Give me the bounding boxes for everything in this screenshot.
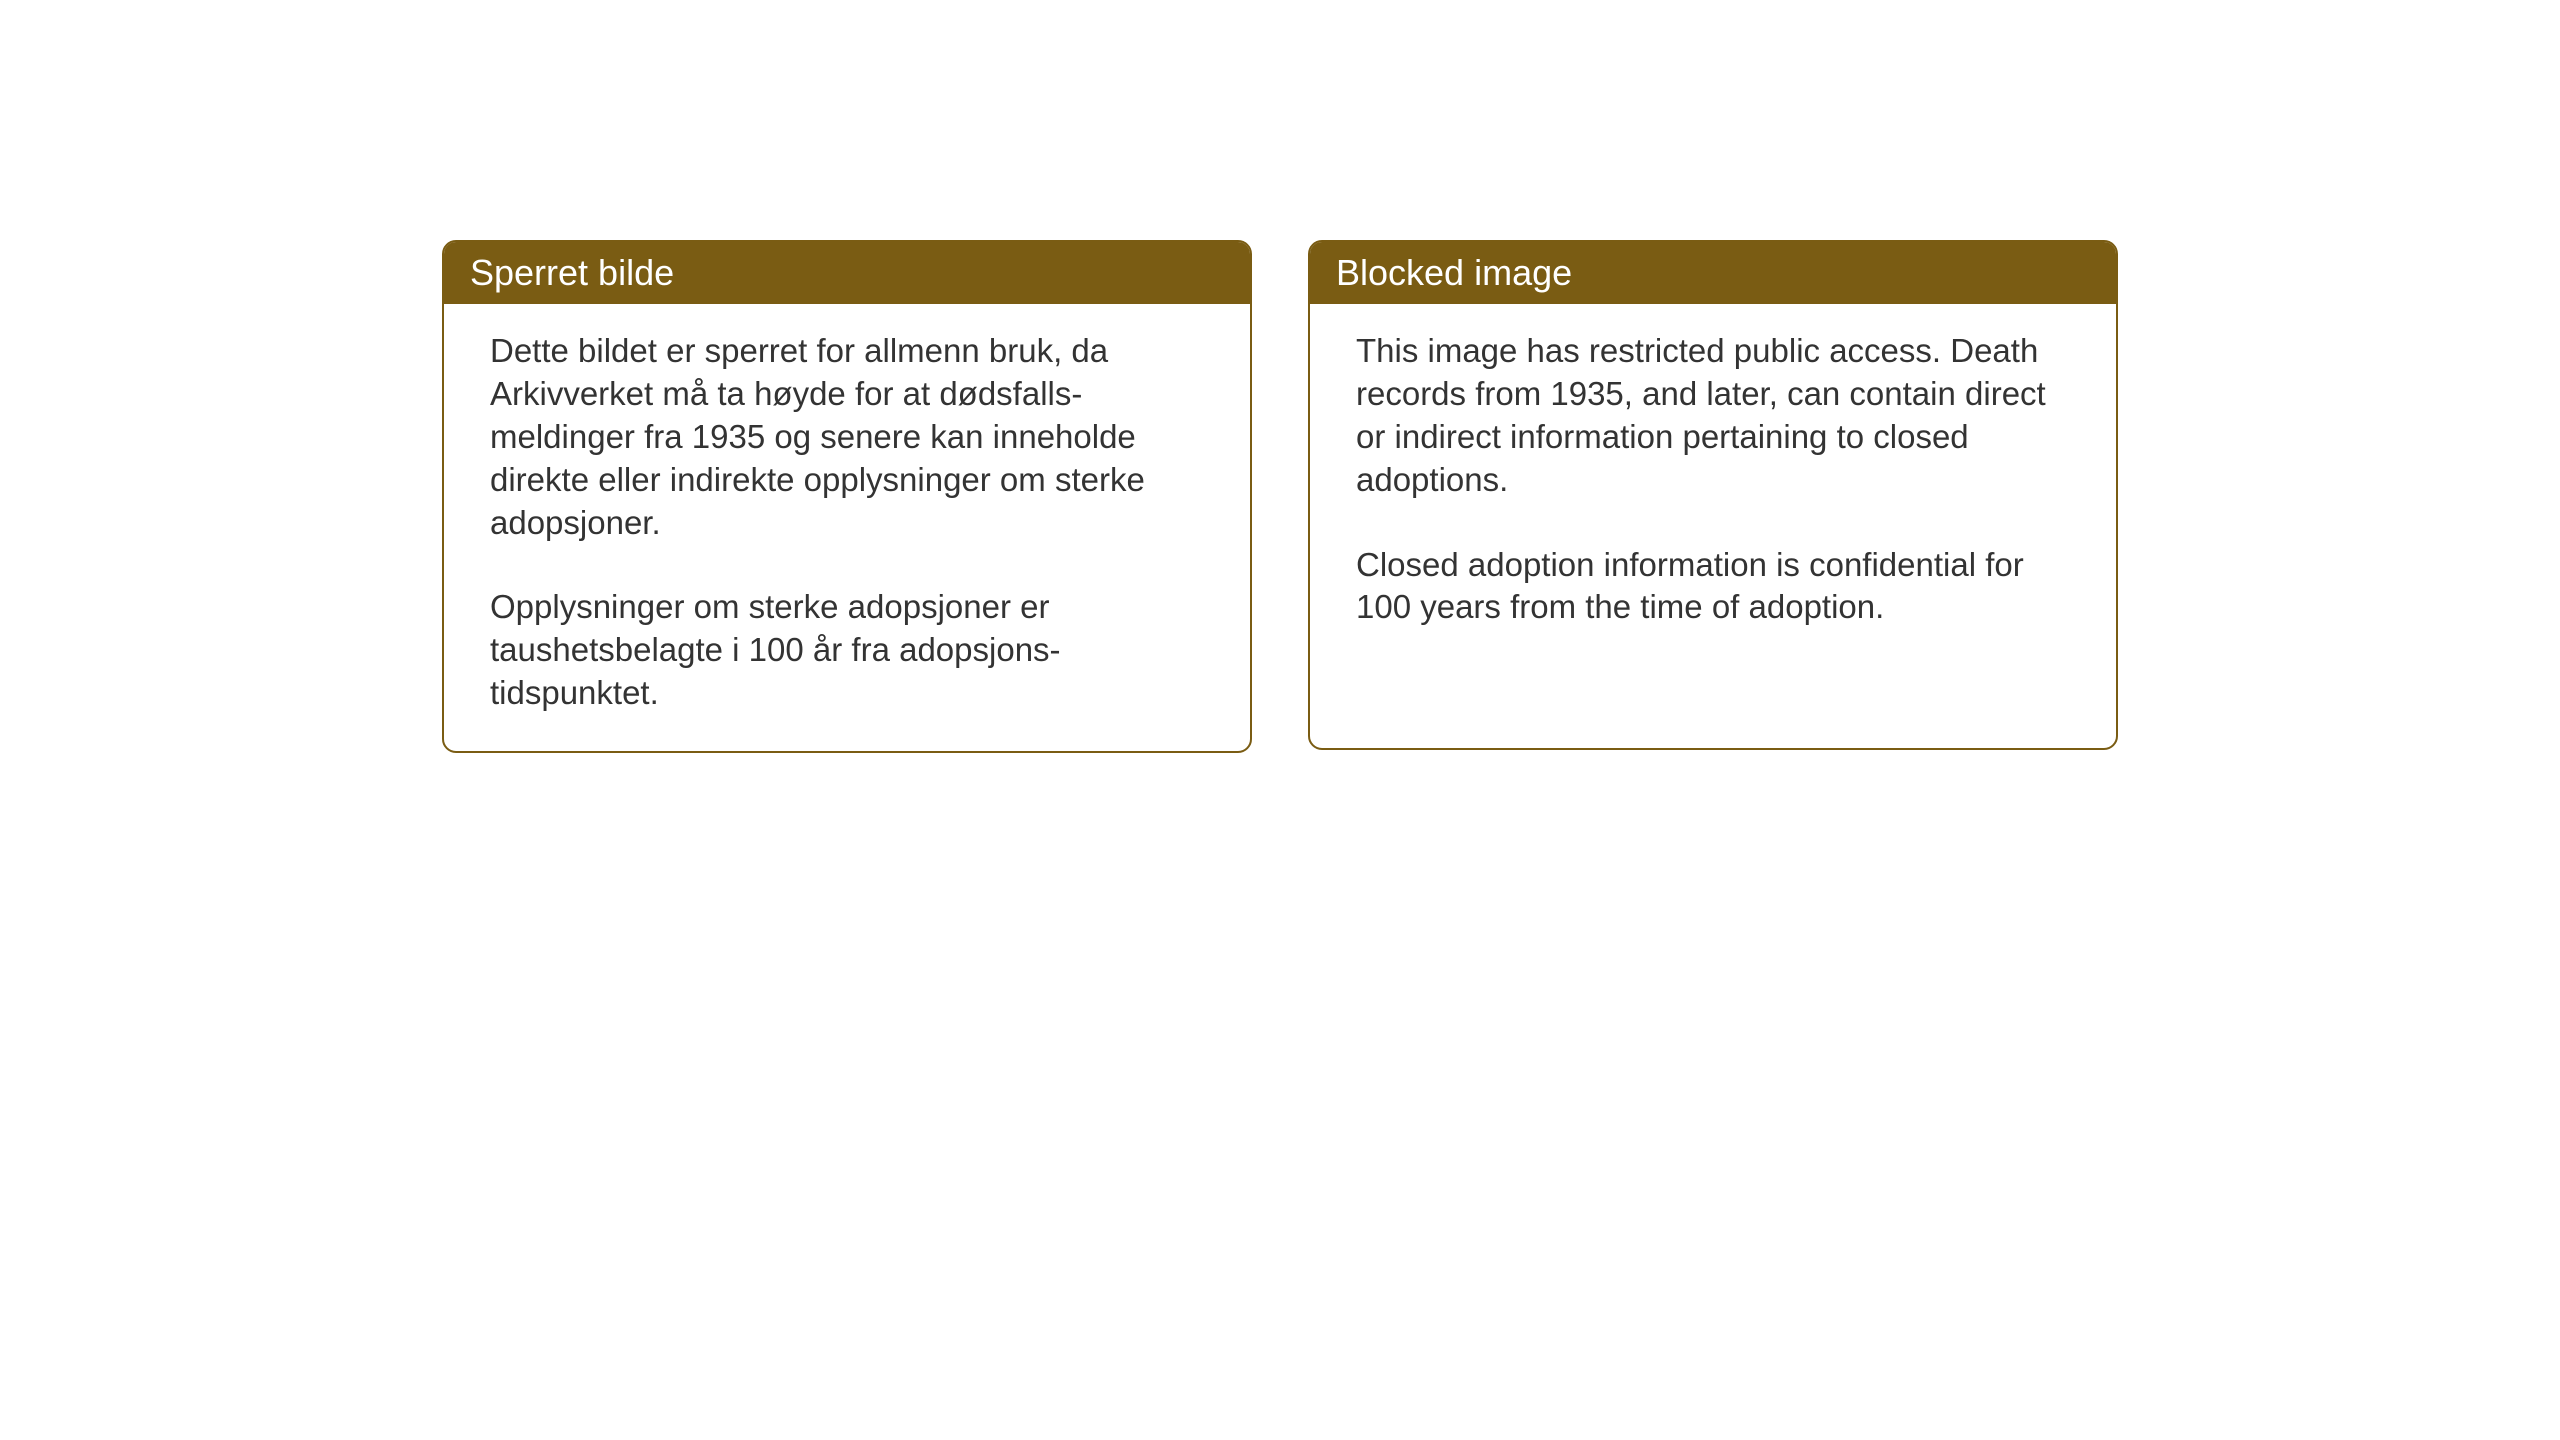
card-body-english: This image has restricted public access.… xyxy=(1310,304,2116,748)
card-paragraph-2-norwegian: Opplysninger om sterke adopsjoner er tau… xyxy=(490,586,1204,715)
notice-card-norwegian: Sperret bilde Dette bildet er sperret fo… xyxy=(442,240,1252,753)
notice-cards-container: Sperret bilde Dette bildet er sperret fo… xyxy=(442,240,2118,753)
card-header-norwegian: Sperret bilde xyxy=(444,242,1250,304)
card-header-english: Blocked image xyxy=(1310,242,2116,304)
card-paragraph-2-english: Closed adoption information is confident… xyxy=(1356,544,2070,630)
card-body-norwegian: Dette bildet er sperret for allmenn bruk… xyxy=(444,304,1250,751)
card-paragraph-1-english: This image has restricted public access.… xyxy=(1356,330,2070,502)
card-title-english: Blocked image xyxy=(1336,252,1572,293)
notice-card-english: Blocked image This image has restricted … xyxy=(1308,240,2118,750)
card-paragraph-1-norwegian: Dette bildet er sperret for allmenn bruk… xyxy=(490,330,1204,544)
card-title-norwegian: Sperret bilde xyxy=(470,252,674,293)
